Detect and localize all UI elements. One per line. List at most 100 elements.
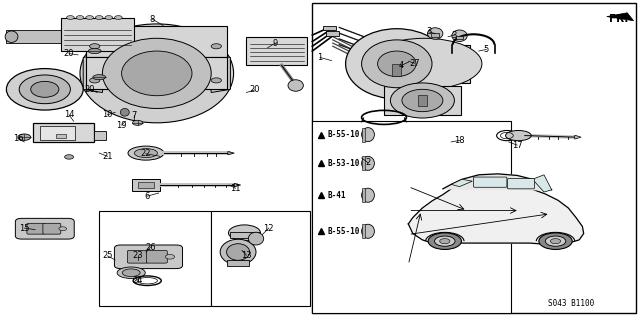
- Text: B-53-10: B-53-10: [328, 159, 360, 168]
- Bar: [40, 126, 75, 140]
- Bar: [94, 131, 106, 140]
- Bar: [362, 156, 365, 170]
- Ellipse shape: [228, 225, 260, 241]
- Ellipse shape: [117, 267, 145, 278]
- Ellipse shape: [31, 81, 59, 97]
- Text: 7: 7: [132, 111, 137, 120]
- Text: 12: 12: [264, 224, 274, 233]
- Circle shape: [90, 78, 100, 83]
- Ellipse shape: [19, 75, 70, 104]
- Bar: [378, 45, 470, 83]
- Circle shape: [90, 44, 100, 49]
- Bar: [323, 26, 336, 30]
- Polygon shape: [607, 13, 634, 21]
- Ellipse shape: [362, 224, 374, 238]
- Bar: [384, 86, 461, 115]
- Circle shape: [440, 239, 450, 244]
- Ellipse shape: [227, 244, 250, 260]
- Polygon shape: [208, 54, 230, 93]
- Circle shape: [428, 233, 461, 249]
- Polygon shape: [83, 54, 106, 93]
- Text: 3: 3: [426, 27, 431, 36]
- Ellipse shape: [128, 146, 164, 160]
- Ellipse shape: [390, 83, 454, 118]
- Text: 23: 23: [132, 251, 143, 260]
- Ellipse shape: [288, 80, 303, 91]
- FancyBboxPatch shape: [147, 250, 167, 263]
- Bar: [61, 18, 134, 51]
- Text: 20: 20: [250, 85, 260, 94]
- Ellipse shape: [248, 232, 264, 245]
- Bar: [230, 232, 259, 238]
- Bar: [132, 179, 160, 191]
- Text: 22: 22: [141, 149, 151, 158]
- Bar: [431, 33, 439, 37]
- Bar: [56, 134, 66, 138]
- Text: 16: 16: [13, 134, 23, 143]
- Circle shape: [65, 155, 74, 159]
- Ellipse shape: [428, 28, 443, 39]
- FancyBboxPatch shape: [15, 219, 74, 239]
- Polygon shape: [575, 135, 581, 139]
- Text: 6: 6: [145, 192, 150, 201]
- Circle shape: [435, 236, 455, 246]
- Text: 9: 9: [273, 39, 278, 48]
- Circle shape: [132, 120, 143, 125]
- FancyBboxPatch shape: [474, 177, 507, 187]
- Text: 11: 11: [230, 184, 241, 193]
- Text: 24: 24: [132, 276, 143, 285]
- Bar: [86, 57, 227, 89]
- FancyBboxPatch shape: [115, 245, 182, 269]
- Text: B-41: B-41: [328, 191, 346, 200]
- Text: 8: 8: [150, 15, 155, 24]
- Ellipse shape: [115, 16, 122, 19]
- Text: B-55-10: B-55-10: [328, 130, 360, 139]
- Bar: [362, 224, 365, 238]
- Bar: [138, 182, 154, 188]
- Polygon shape: [443, 174, 552, 190]
- Text: B-55-10: B-55-10: [328, 227, 360, 236]
- FancyBboxPatch shape: [508, 179, 534, 189]
- FancyBboxPatch shape: [127, 250, 148, 263]
- Ellipse shape: [220, 239, 256, 265]
- Bar: [326, 31, 339, 36]
- Ellipse shape: [86, 16, 93, 19]
- Ellipse shape: [362, 128, 374, 142]
- Text: S043 B1100: S043 B1100: [548, 299, 594, 308]
- Text: 25: 25: [102, 251, 113, 260]
- Circle shape: [550, 239, 561, 244]
- Ellipse shape: [506, 130, 531, 141]
- Bar: [86, 26, 227, 57]
- Bar: [33, 123, 94, 142]
- Ellipse shape: [67, 16, 74, 19]
- Ellipse shape: [80, 24, 234, 123]
- Ellipse shape: [120, 108, 129, 116]
- Bar: [312, 121, 511, 313]
- Polygon shape: [408, 180, 584, 244]
- Circle shape: [539, 233, 572, 249]
- Text: 17: 17: [512, 141, 522, 150]
- Polygon shape: [228, 152, 234, 155]
- Circle shape: [59, 227, 67, 231]
- Text: 26: 26: [145, 243, 156, 252]
- Text: 10: 10: [102, 110, 113, 119]
- Bar: [362, 188, 365, 202]
- Text: 1: 1: [317, 53, 323, 62]
- Text: 4: 4: [399, 61, 404, 70]
- Ellipse shape: [76, 16, 84, 19]
- Ellipse shape: [102, 38, 211, 108]
- Ellipse shape: [362, 188, 374, 202]
- Ellipse shape: [88, 48, 101, 54]
- Text: 21: 21: [102, 152, 113, 161]
- Circle shape: [545, 236, 566, 246]
- Bar: [362, 128, 365, 142]
- FancyBboxPatch shape: [43, 223, 61, 234]
- Text: 18: 18: [454, 136, 465, 145]
- Circle shape: [165, 255, 175, 259]
- Polygon shape: [234, 183, 241, 187]
- Bar: [456, 36, 463, 39]
- Ellipse shape: [5, 31, 18, 42]
- Ellipse shape: [134, 149, 157, 158]
- Ellipse shape: [105, 16, 113, 19]
- Text: 15: 15: [19, 224, 29, 233]
